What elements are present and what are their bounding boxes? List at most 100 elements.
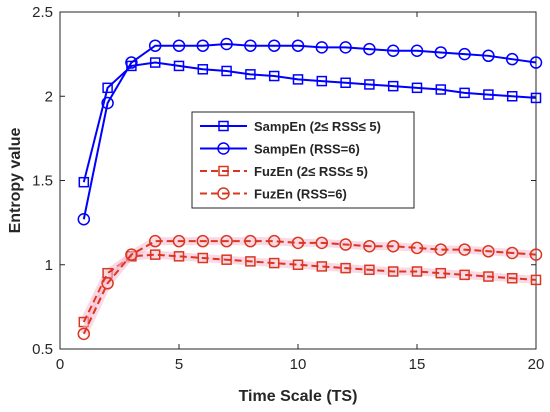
series-1 bbox=[77, 37, 543, 226]
legend: SampEn (2≤ RSS≤ 5) SampEn (RSS=6) FuzEn (2… bbox=[191, 111, 415, 209]
series-3-point bbox=[172, 234, 186, 248]
series-layer bbox=[77, 37, 543, 341]
series-1-point bbox=[339, 41, 352, 54]
x-axis-label: Time Scale (TS) bbox=[239, 388, 358, 405]
series-2-point bbox=[435, 267, 447, 279]
x-tick-label: 15 bbox=[409, 356, 426, 373]
series-3-line bbox=[82, 240, 537, 335]
series-0-point bbox=[506, 91, 518, 102]
legend-label: SampEn (RSS=6) bbox=[254, 142, 360, 157]
series-1-point bbox=[267, 39, 281, 52]
series-3-point bbox=[196, 234, 210, 248]
series-3-point bbox=[458, 243, 471, 256]
legend-label: FuzEn (RSS=6) bbox=[254, 187, 347, 202]
x-tick-label: 5 bbox=[175, 356, 183, 373]
series-2-point bbox=[340, 262, 351, 274]
series-0-point bbox=[483, 89, 494, 100]
series-0-point bbox=[245, 69, 256, 80]
axis-ticks: 0 5 10 15 20 0.5 1 1.5 2 2.5 bbox=[32, 4, 544, 373]
y-tick-label: 1.5 bbox=[32, 173, 53, 190]
series-3-point bbox=[505, 246, 519, 260]
series-0-point bbox=[292, 74, 304, 85]
series-3-point bbox=[220, 234, 233, 248]
series-2-point bbox=[530, 274, 542, 286]
series-1-point bbox=[458, 47, 471, 61]
series-3-point bbox=[77, 327, 91, 341]
series-2-point bbox=[173, 251, 185, 262]
series-1-point bbox=[386, 44, 400, 58]
series-3-point bbox=[267, 234, 281, 248]
series-0-point bbox=[387, 80, 399, 92]
series-2-point bbox=[245, 256, 256, 267]
series-1-point bbox=[363, 42, 376, 56]
series-3-point bbox=[291, 236, 305, 250]
series-2-point bbox=[197, 252, 209, 264]
series-1-point bbox=[315, 41, 329, 54]
series-2-point bbox=[221, 254, 232, 265]
series-0-point bbox=[411, 82, 423, 94]
y-axis-label: Entropy value bbox=[7, 128, 24, 234]
series-3-point bbox=[315, 236, 329, 250]
series-3-point bbox=[386, 239, 400, 253]
legend-label: SampEn (2≤ RSS≤ 5) bbox=[254, 119, 381, 134]
series-1-point bbox=[172, 39, 186, 52]
series-1-point bbox=[148, 39, 162, 52]
series-1-point bbox=[196, 39, 210, 52]
series-1-point bbox=[529, 56, 543, 69]
series-2-point bbox=[483, 271, 494, 282]
series-0-point bbox=[459, 87, 470, 99]
series-3-point bbox=[244, 234, 257, 248]
series-1-point bbox=[77, 213, 91, 226]
series-0-point bbox=[435, 84, 447, 95]
series-0-point bbox=[197, 64, 209, 75]
series-0-point bbox=[78, 176, 90, 188]
legend-marker bbox=[217, 187, 230, 200]
series-2-point bbox=[387, 266, 399, 277]
legend-marker bbox=[217, 142, 230, 155]
series-1-point bbox=[125, 56, 138, 69]
legend-marker bbox=[218, 165, 229, 177]
x-tick-label: 10 bbox=[290, 356, 307, 373]
series-3-point bbox=[529, 248, 543, 261]
series-1-point bbox=[482, 49, 495, 63]
series-3 bbox=[77, 234, 543, 341]
series-2 bbox=[78, 249, 542, 328]
series-2-point bbox=[149, 249, 161, 260]
series-0-point bbox=[173, 60, 185, 72]
series-0-point bbox=[221, 65, 232, 77]
series-3-point bbox=[148, 234, 162, 248]
series-0-point bbox=[102, 82, 113, 94]
series-1-point bbox=[505, 52, 519, 66]
series-3-point bbox=[101, 277, 114, 290]
y-tick-label: 0.5 bbox=[32, 341, 53, 358]
series-3-point bbox=[482, 245, 495, 258]
series-3-point bbox=[363, 239, 376, 253]
y-tick-label: 2.5 bbox=[32, 4, 53, 21]
series-1-point bbox=[434, 46, 448, 59]
series-1-line bbox=[82, 43, 537, 220]
x-tick-label: 0 bbox=[56, 356, 64, 373]
series-1-point bbox=[101, 96, 114, 110]
series-2-point bbox=[292, 259, 304, 270]
series-3-point bbox=[339, 238, 352, 251]
series-0-point bbox=[364, 79, 375, 90]
y-tick-label: 2 bbox=[45, 88, 53, 105]
series-0-point bbox=[530, 92, 542, 104]
series-2-point bbox=[506, 272, 518, 284]
series-2-point bbox=[411, 266, 423, 277]
series-1-point bbox=[220, 37, 233, 51]
series-0-point bbox=[340, 77, 351, 89]
series-3-point bbox=[410, 241, 424, 255]
series-1-point bbox=[410, 44, 424, 58]
series-2-point bbox=[459, 269, 470, 281]
x-tick-label: 20 bbox=[528, 356, 545, 373]
series-0-point bbox=[268, 70, 280, 82]
series-1-point bbox=[244, 39, 257, 52]
series-3-point bbox=[125, 248, 138, 261]
legend-label: FuzEn (2≤ RSS≤ 5) bbox=[254, 164, 368, 179]
series-0 bbox=[78, 57, 542, 188]
series-2-point bbox=[268, 257, 280, 269]
legend-marker bbox=[218, 120, 229, 132]
series-0-point bbox=[316, 75, 328, 87]
